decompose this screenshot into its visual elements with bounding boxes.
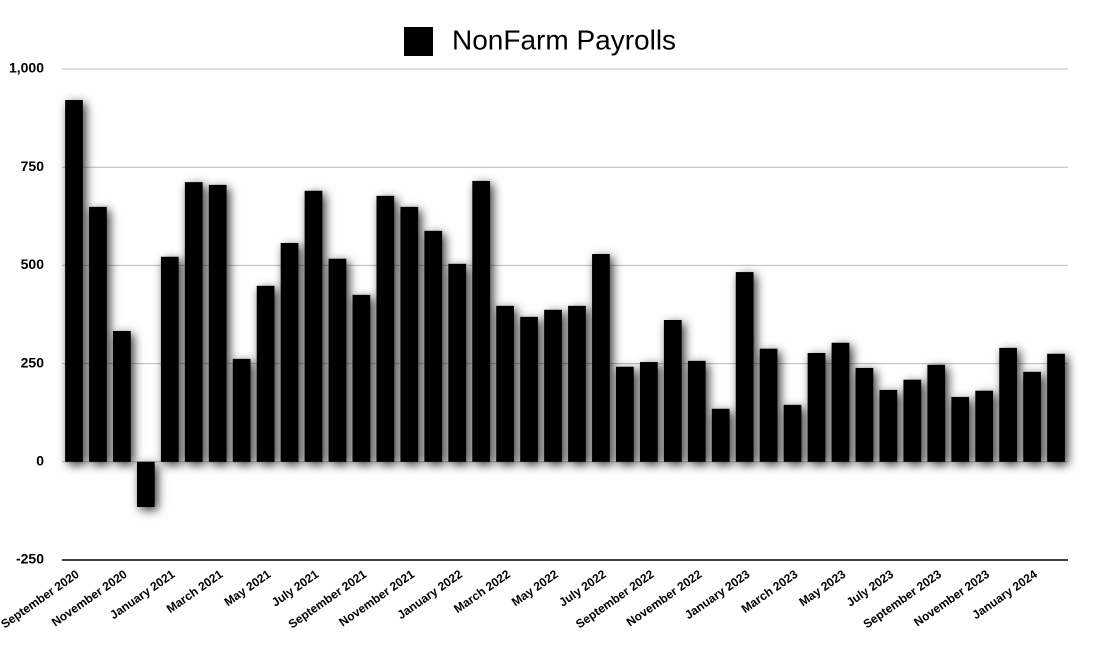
bar [113,330,131,462]
y-tick-label: 0 [36,453,44,469]
bar [184,182,203,462]
bar [855,367,874,462]
x-tick-label: May 2022 [509,567,561,609]
bar [256,285,275,462]
bar [759,348,778,462]
bar [424,230,443,462]
bar-series [65,100,1065,507]
bar [520,316,538,462]
bar [544,309,562,462]
bar [65,100,83,462]
legend-swatch [404,27,433,56]
bar [280,243,299,462]
bar [400,206,419,462]
bar [711,408,730,462]
bar [592,254,610,462]
bar [927,364,946,462]
bar [328,258,347,462]
bar [951,396,970,462]
bar [1023,371,1041,462]
y-tick-label: 750 [21,158,45,174]
x-tick-label: May 2023 [796,567,848,609]
bar [639,362,658,462]
legend: NonFarm Payrolls [404,24,676,56]
x-tick-label: September 2020 [0,567,82,631]
bar [1047,353,1065,462]
bar [448,263,467,462]
y-tick-label: 1,000 [9,60,44,76]
bar [879,389,898,462]
bar [663,319,682,462]
bar [568,305,586,462]
bar [376,195,395,462]
bar [352,294,371,462]
bar [903,379,922,462]
bar [975,390,994,462]
legend-label: NonFarm Payrolls [452,24,676,55]
bar [160,256,179,462]
bar [208,184,227,462]
bar [304,190,323,462]
bar [999,347,1017,462]
bar [89,206,107,462]
bar [687,360,706,462]
bar [136,461,155,507]
bar [807,352,826,462]
y-tick-label: 500 [21,256,45,272]
bar [496,305,514,462]
x-tick-label: May 2021 [222,567,274,609]
bar [831,342,850,462]
bar [783,404,802,462]
y-tick-label: 250 [21,354,45,370]
bar [616,366,634,462]
bar [735,272,754,462]
bar [232,358,251,462]
y-tick-label: -250 [16,551,44,567]
bar [472,180,491,462]
